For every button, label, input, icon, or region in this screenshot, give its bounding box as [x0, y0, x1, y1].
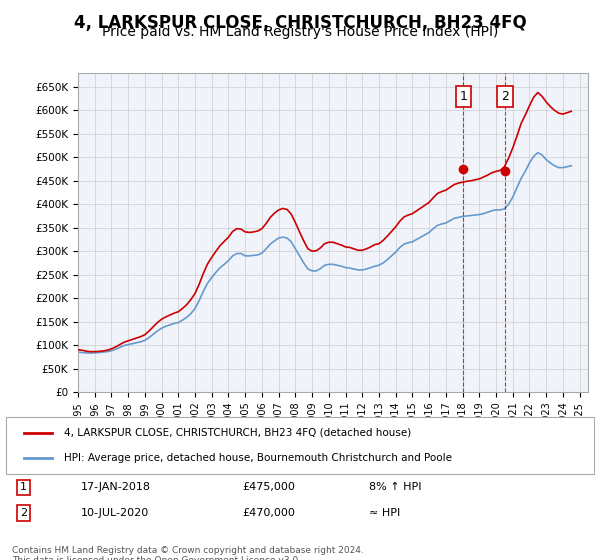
Text: 4, LARKSPUR CLOSE, CHRISTCHURCH, BH23 4FQ (detached house): 4, LARKSPUR CLOSE, CHRISTCHURCH, BH23 4F… [64, 428, 411, 438]
Text: £475,000: £475,000 [242, 482, 295, 492]
Text: Price paid vs. HM Land Registry's House Price Index (HPI): Price paid vs. HM Land Registry's House … [102, 25, 498, 39]
Text: 1: 1 [20, 482, 27, 492]
Text: 2: 2 [20, 508, 27, 518]
Text: 1: 1 [460, 90, 467, 103]
Text: HPI: Average price, detached house, Bournemouth Christchurch and Poole: HPI: Average price, detached house, Bour… [64, 452, 452, 463]
Text: 10-JUL-2020: 10-JUL-2020 [81, 508, 149, 518]
FancyBboxPatch shape [6, 417, 594, 474]
Text: 2: 2 [501, 90, 509, 103]
Text: 8% ↑ HPI: 8% ↑ HPI [369, 482, 422, 492]
Text: Contains HM Land Registry data © Crown copyright and database right 2024.
This d: Contains HM Land Registry data © Crown c… [12, 546, 364, 560]
Text: 17-JAN-2018: 17-JAN-2018 [81, 482, 151, 492]
Text: £470,000: £470,000 [242, 508, 295, 518]
Text: 4, LARKSPUR CLOSE, CHRISTCHURCH, BH23 4FQ: 4, LARKSPUR CLOSE, CHRISTCHURCH, BH23 4F… [74, 14, 526, 32]
Text: ≈ HPI: ≈ HPI [369, 508, 400, 518]
